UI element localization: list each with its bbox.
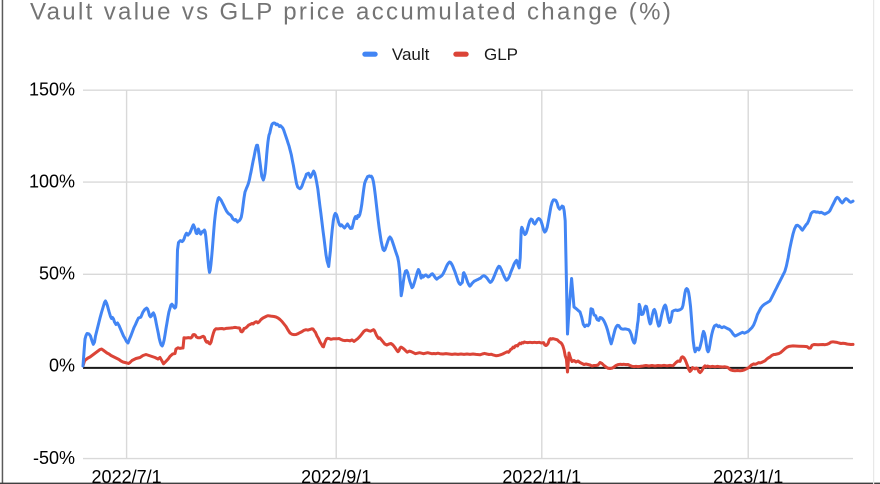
svg-text:150%: 150% [29, 80, 75, 100]
svg-text:2022/9/1: 2022/9/1 [301, 467, 371, 484]
svg-text:0%: 0% [49, 356, 75, 376]
svg-text:100%: 100% [29, 171, 75, 191]
svg-text:Vault: Vault [392, 45, 430, 64]
svg-text:Vault value vs GLP price accum: Vault value vs GLP price accumulated cha… [30, 0, 673, 26]
svg-text:50%: 50% [39, 264, 75, 284]
svg-text:2023/1/1: 2023/1/1 [713, 467, 783, 484]
svg-text:GLP: GLP [484, 45, 518, 64]
svg-text:2022/11/1: 2022/11/1 [502, 467, 581, 484]
svg-text:2022/7/1: 2022/7/1 [92, 467, 162, 484]
svg-text:-50%: -50% [33, 448, 75, 468]
